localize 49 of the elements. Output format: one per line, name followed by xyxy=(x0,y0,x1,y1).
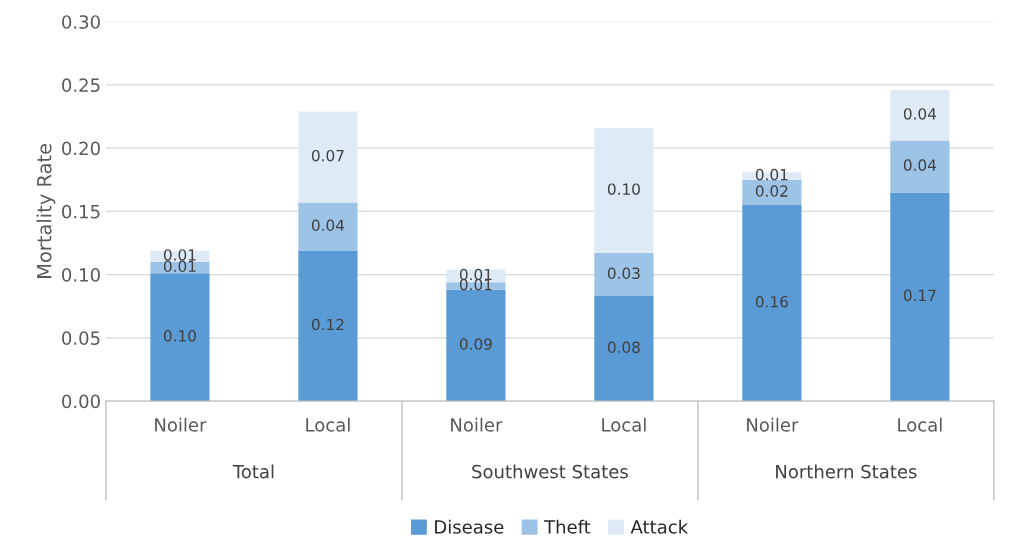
data-label: 0.16 xyxy=(755,295,788,308)
x-tick-label: Local xyxy=(602,417,646,432)
bar xyxy=(594,253,654,297)
data-label: 0.07 xyxy=(311,149,344,162)
y-tick-label: 0.25 xyxy=(62,78,100,93)
x-tick-label: Noiler xyxy=(155,417,207,432)
data-label: 0.01 xyxy=(163,260,196,273)
x-tick-label: Noiler xyxy=(747,417,799,432)
x-tick-label: Noiler xyxy=(451,417,503,432)
data-label: 0.01 xyxy=(163,249,196,261)
bar xyxy=(150,273,210,402)
y-tick-label: 0.15 xyxy=(62,204,100,219)
y-tick-label: 0.30 xyxy=(62,15,100,29)
bar xyxy=(298,111,358,203)
bar xyxy=(594,127,654,254)
legend-label: Disease xyxy=(435,519,504,534)
data-label: 0.04 xyxy=(903,159,937,171)
text: Southwest States xyxy=(472,464,628,479)
bar xyxy=(890,89,950,141)
x-tick-label: Local xyxy=(306,417,350,432)
text: Total xyxy=(232,464,274,479)
bar xyxy=(594,296,654,402)
x-tick-label: Local xyxy=(898,417,942,432)
data-label: 0.10 xyxy=(163,330,196,342)
data-label: 0.12 xyxy=(311,318,344,331)
bar xyxy=(298,202,358,251)
bar xyxy=(742,179,802,206)
legend-label: Theft xyxy=(544,519,591,534)
bar xyxy=(742,205,802,402)
bar xyxy=(446,289,506,402)
data-label: 0.08 xyxy=(607,341,640,354)
text: Northern States xyxy=(776,464,917,479)
data-label: 0.01 xyxy=(755,168,788,181)
bar xyxy=(890,140,950,193)
y-axis-title: Mortality Rate xyxy=(36,143,56,278)
data-label: 0.10 xyxy=(607,183,640,195)
y-tick-label: 0.05 xyxy=(62,331,100,345)
data-label: 0.03 xyxy=(607,267,640,280)
y-tick-label: 0.10 xyxy=(62,268,100,282)
data-label: 0.04 xyxy=(903,108,937,120)
data-label: 0.17 xyxy=(903,289,936,302)
data-label: 0.04 xyxy=(311,219,345,231)
y-tick-label: 0.20 xyxy=(62,141,100,156)
y-tick-label: 0.00 xyxy=(62,394,100,409)
bar xyxy=(298,250,358,402)
bar xyxy=(890,192,950,402)
data-label: 0.09 xyxy=(459,338,492,350)
data-label: 0.02 xyxy=(755,185,788,197)
legend-label: Attack xyxy=(630,519,689,534)
